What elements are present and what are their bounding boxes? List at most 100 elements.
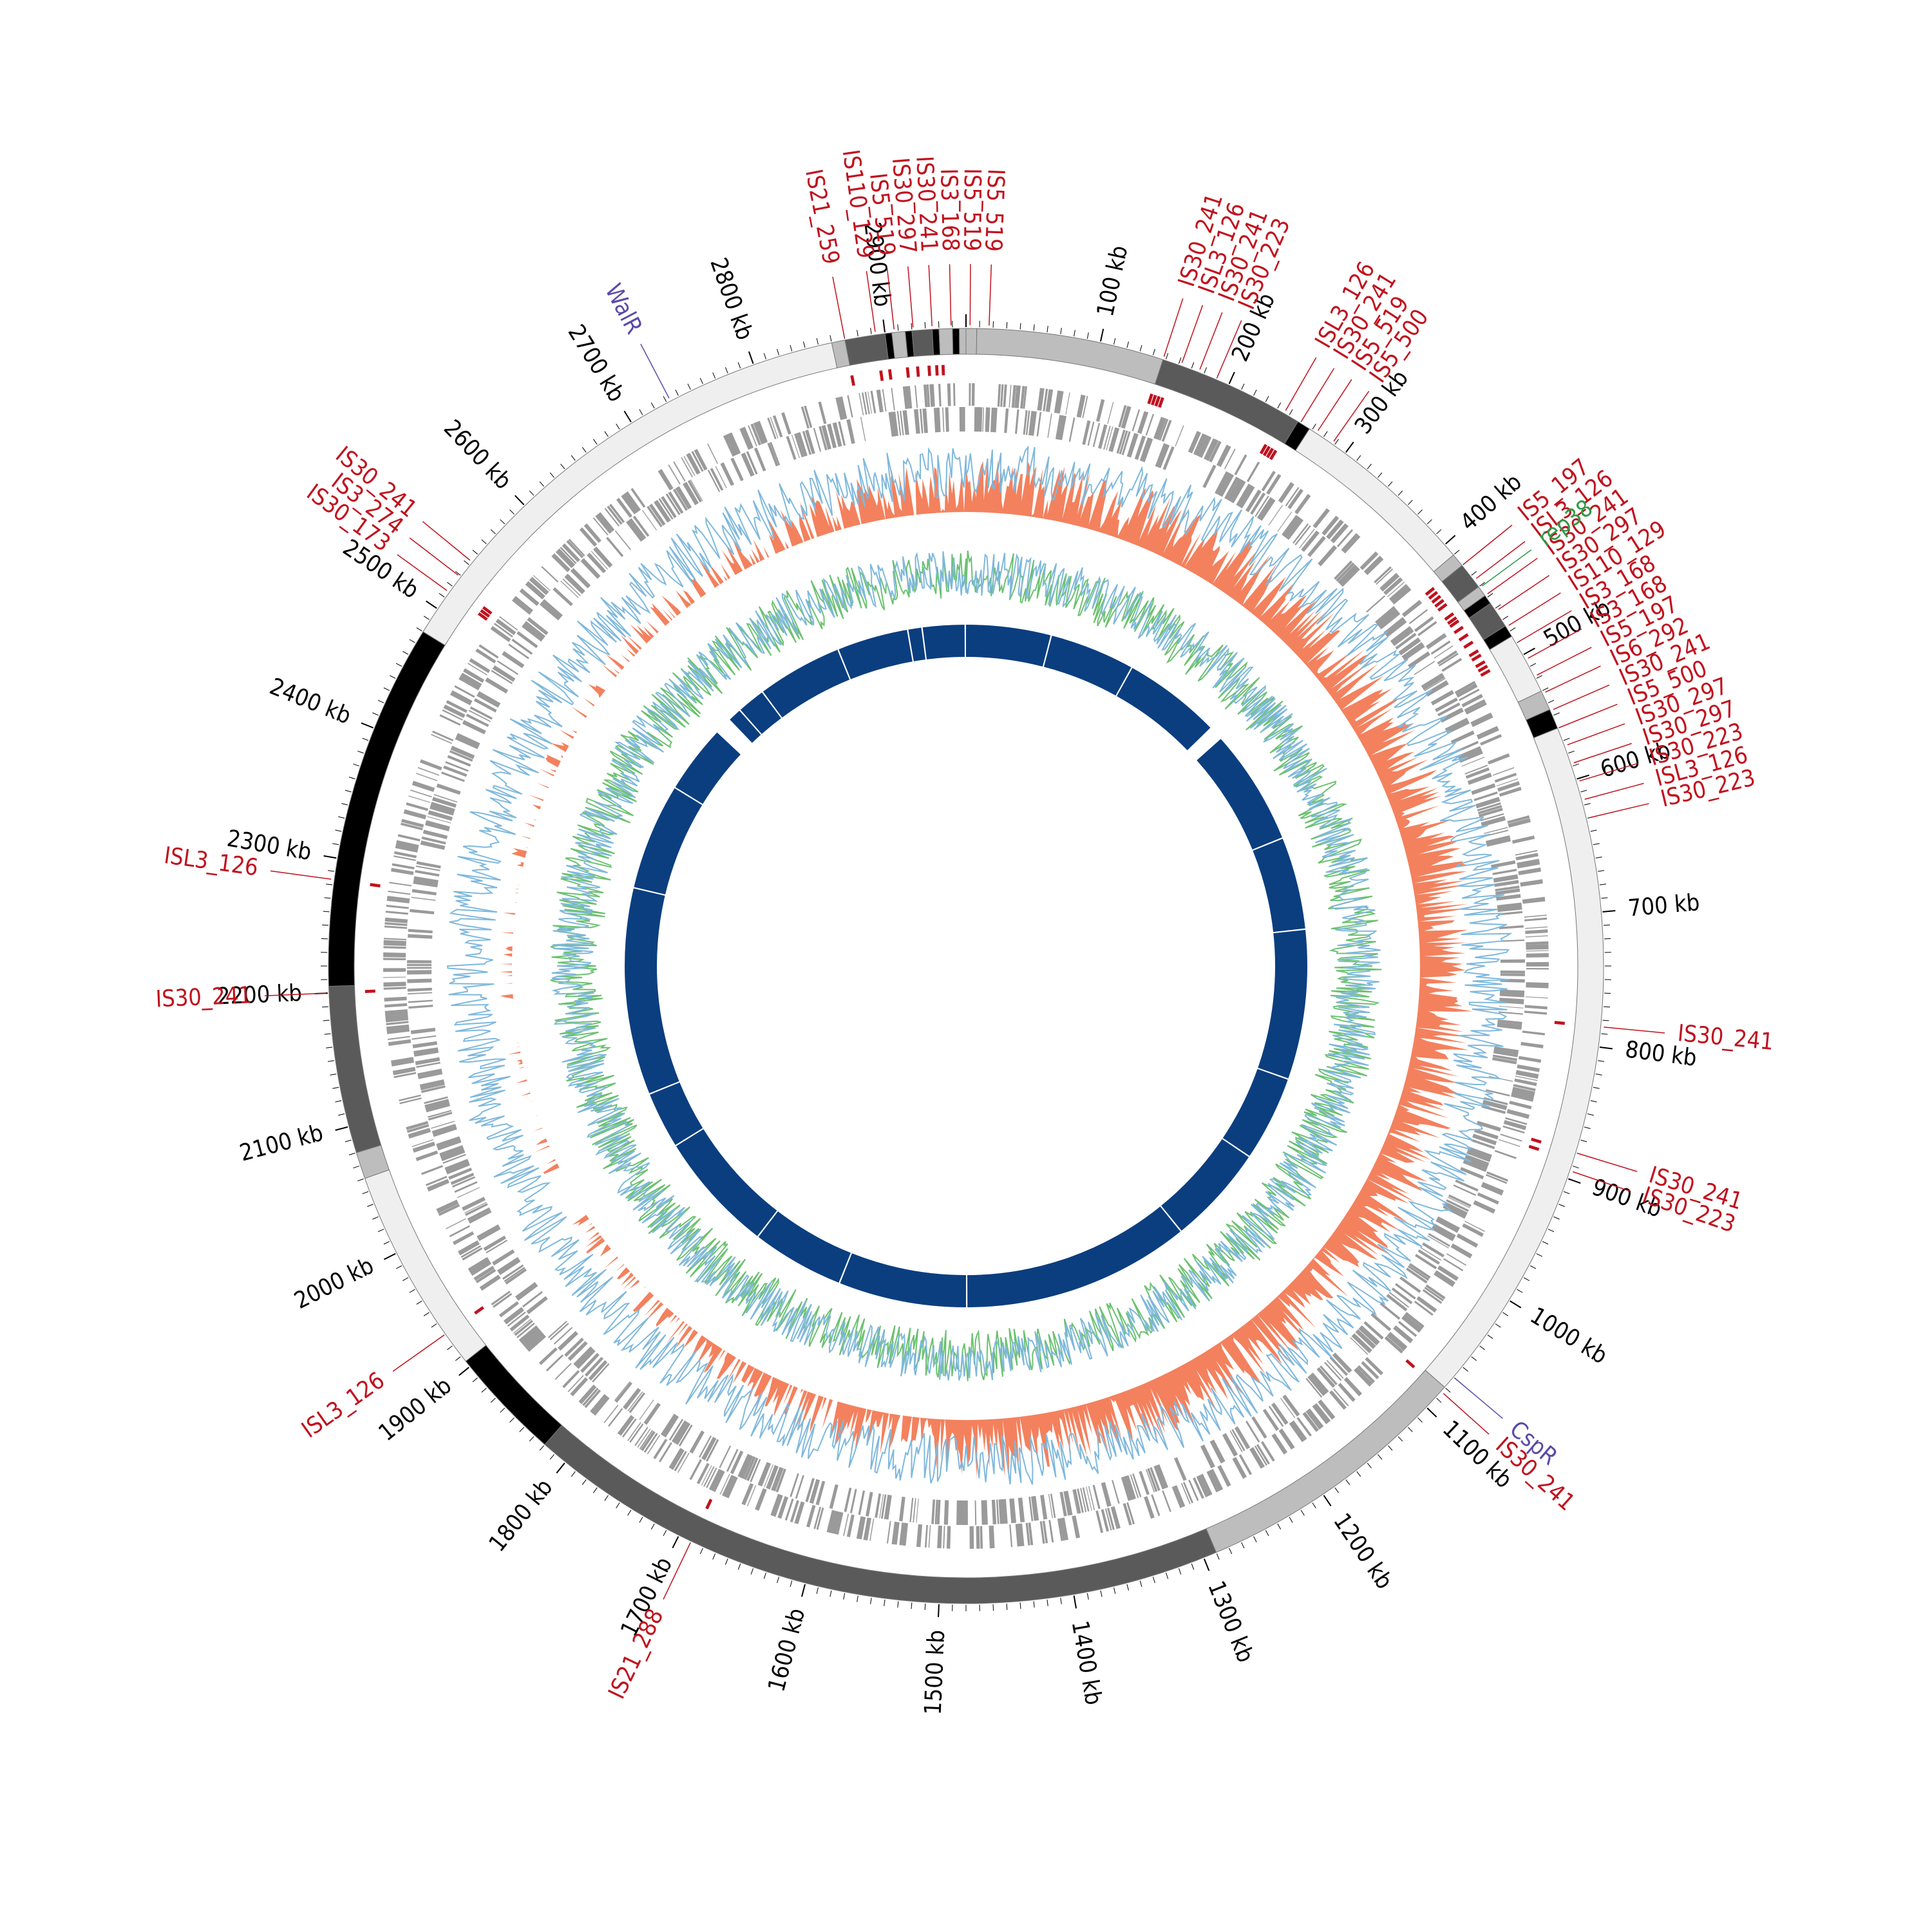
cds-block <box>567 1375 584 1392</box>
cds-block <box>467 1207 491 1222</box>
cds-block <box>1388 583 1409 601</box>
cds-block <box>698 1435 712 1458</box>
cds-block <box>1037 388 1045 411</box>
cds-block <box>1193 433 1206 455</box>
minor-tick <box>490 1397 496 1403</box>
minor-tick <box>335 1100 342 1103</box>
cds-block <box>1255 495 1269 517</box>
cds-block <box>675 1422 691 1445</box>
cds-block <box>671 1420 688 1444</box>
cds-block <box>528 617 549 633</box>
cds-block <box>454 685 475 698</box>
cds-block <box>1432 1223 1456 1239</box>
cds-block <box>1015 1524 1021 1547</box>
minor-tick <box>639 1517 643 1523</box>
cds-block <box>1463 1159 1488 1172</box>
cds-block <box>838 396 848 420</box>
label-leader-line <box>1518 610 1572 643</box>
cds-block <box>1219 473 1235 497</box>
cds-block <box>1376 568 1394 585</box>
cds-block <box>443 704 466 718</box>
cds-block <box>555 549 575 569</box>
cds-block <box>1375 606 1397 625</box>
cds-block <box>1499 925 1524 929</box>
cds-block <box>629 1392 645 1414</box>
minor-tick <box>582 1479 587 1485</box>
minor-tick <box>1510 627 1516 632</box>
cds-block <box>974 1500 977 1525</box>
minor-tick <box>367 1204 374 1208</box>
cds-block <box>1249 1446 1265 1469</box>
is-element-mark <box>1528 1144 1540 1151</box>
contig-segment <box>465 1345 563 1445</box>
gc-content-above <box>447 445 1513 1485</box>
cds-block <box>1474 1128 1499 1140</box>
cds-block <box>451 1176 475 1188</box>
cds-block <box>1250 492 1266 515</box>
synteny-block <box>758 1211 851 1283</box>
cds-block <box>1497 1019 1522 1025</box>
major-tick <box>623 410 632 422</box>
major-tick <box>938 1604 940 1618</box>
cds-block <box>1518 867 1542 876</box>
cds-block <box>1130 1474 1139 1499</box>
cds-block <box>1282 515 1299 537</box>
cds-block <box>1350 1337 1368 1355</box>
cds-block <box>1387 1334 1406 1351</box>
cds-block <box>440 1147 464 1159</box>
cds-block <box>491 1291 511 1305</box>
minor-tick <box>1300 1510 1305 1516</box>
synteny-block <box>967 1206 1180 1307</box>
minor-tick <box>763 353 766 360</box>
cds-block <box>1374 566 1392 583</box>
cds-block <box>463 668 485 683</box>
cds-block <box>1379 573 1399 591</box>
cds-block <box>981 1500 985 1525</box>
minor-tick <box>1542 1241 1549 1245</box>
cds-block <box>431 730 454 742</box>
cds-block <box>1036 412 1042 437</box>
cds-block <box>1023 410 1028 435</box>
cds-block <box>469 1260 492 1276</box>
cds-block <box>843 1513 849 1537</box>
cds-block <box>1500 973 1525 976</box>
cds-block <box>1063 1491 1070 1516</box>
cds-block <box>1492 868 1517 875</box>
cds-block <box>1215 471 1229 495</box>
cds-block <box>392 863 415 870</box>
label-leader-line <box>928 265 933 327</box>
cds-block <box>991 1499 997 1524</box>
minor-tick <box>383 687 390 691</box>
minor-tick <box>663 395 667 402</box>
cds-block <box>1390 586 1411 604</box>
cds-block <box>663 1415 679 1438</box>
minor-tick <box>1523 1277 1530 1282</box>
cds-block <box>829 1510 838 1533</box>
cds-block <box>541 565 559 583</box>
synteny-ring <box>624 625 1307 1307</box>
cds-block <box>1414 616 1434 632</box>
minor-tick <box>353 763 360 766</box>
cds-block <box>564 1338 584 1357</box>
gc-content-track <box>447 445 1513 1485</box>
cds-block <box>683 482 699 506</box>
minor-tick <box>335 829 342 832</box>
cds-block <box>634 1426 649 1446</box>
cds-block <box>442 709 463 721</box>
cds-block <box>1329 1390 1347 1410</box>
cds-block <box>419 1079 444 1088</box>
cds-block <box>846 1514 855 1537</box>
cds-block <box>997 384 1001 407</box>
is-element-mark <box>370 883 381 887</box>
cds-block <box>1455 683 1478 698</box>
contig-segment <box>952 328 960 355</box>
cds-block <box>1454 681 1476 695</box>
cds-block <box>1444 1202 1468 1216</box>
major-tick <box>1100 328 1104 342</box>
cds-block <box>1200 1473 1213 1496</box>
cds-block <box>1479 808 1503 818</box>
cds-block <box>406 802 429 811</box>
is-element-mark <box>1428 591 1439 600</box>
minor-tick <box>500 519 506 524</box>
minor-tick <box>1602 1019 1609 1021</box>
